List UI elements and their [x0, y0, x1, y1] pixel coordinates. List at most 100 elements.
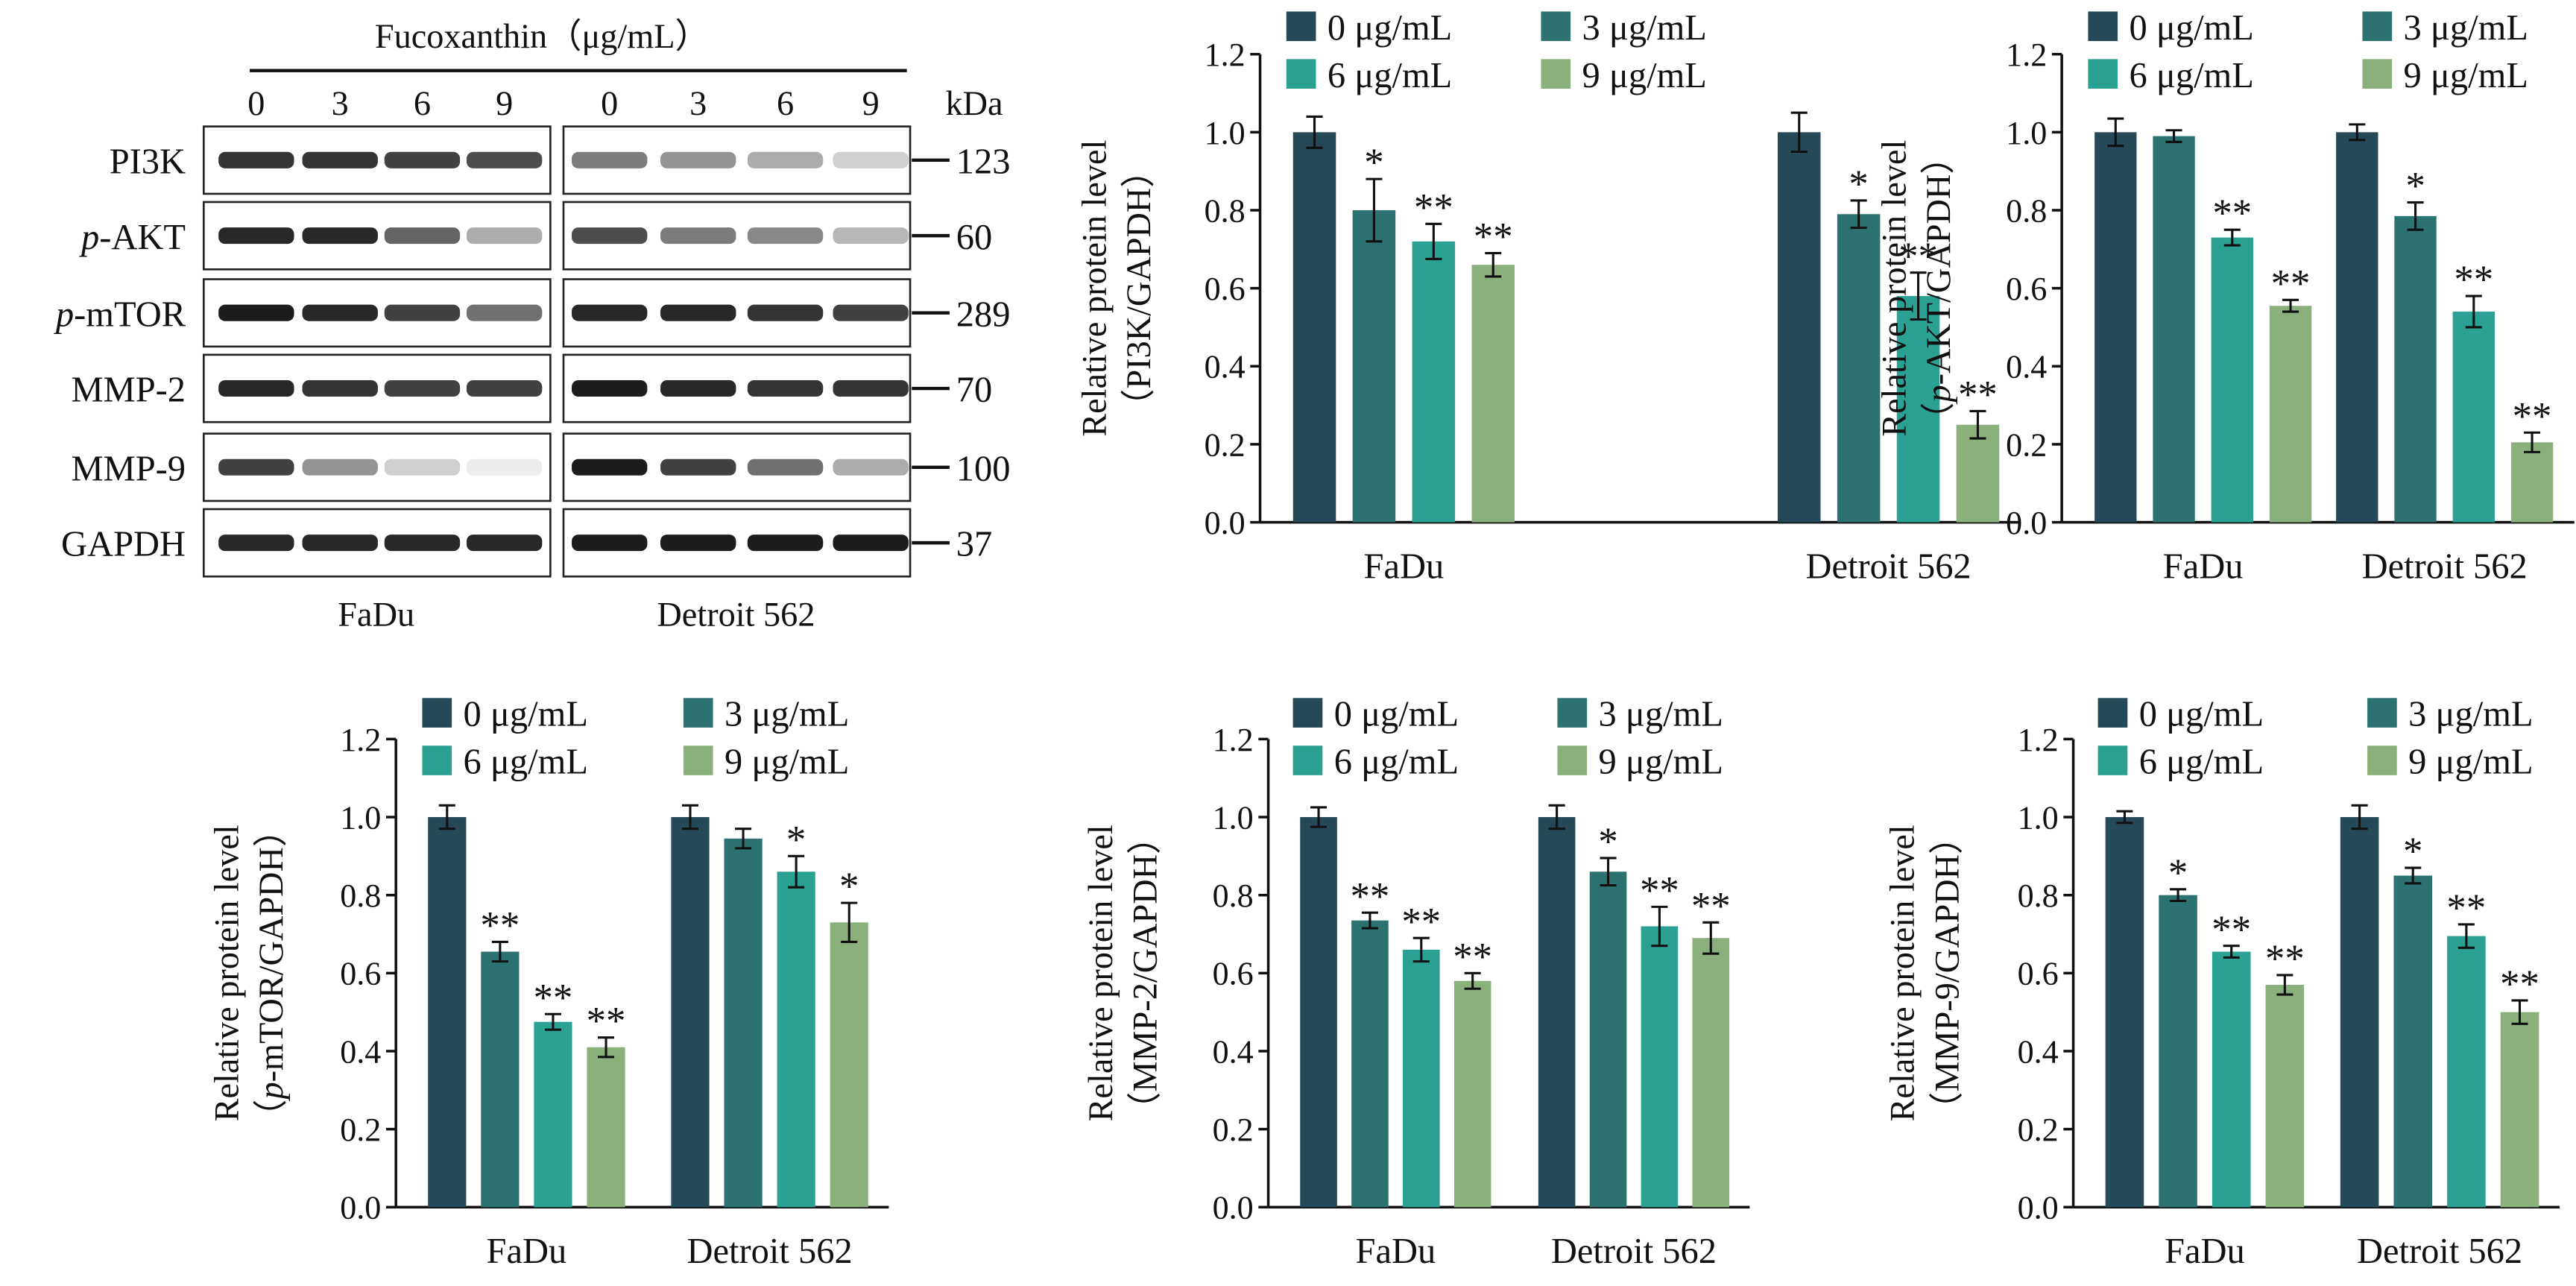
legend-label: 9 μg/mL	[1599, 743, 1723, 782]
bar	[1589, 871, 1627, 1208]
y-tick-label: 0.0	[2006, 505, 2047, 541]
protein-label-name: -mTOR	[74, 294, 186, 334]
significance-mark: **	[1453, 936, 1492, 979]
legend-label: 0 μg/mL	[2139, 695, 2264, 734]
kda-value: 37	[956, 525, 992, 564]
y-axis-title: Relative protein level	[1082, 825, 1120, 1121]
blot-band	[747, 380, 824, 397]
y-tick-label: 0.4	[340, 1033, 381, 1070]
legend-label: 0 μg/mL	[2129, 8, 2253, 48]
blot-band	[466, 304, 543, 321]
legend-label: 6 μg/mL	[1334, 743, 1459, 782]
significance-mark: **	[2513, 395, 2552, 438]
significance-mark: **	[534, 977, 573, 1020]
bar	[777, 871, 815, 1208]
y-tick-label: 1.0	[1213, 799, 1254, 836]
legend-label: 3 μg/mL	[1599, 695, 1723, 734]
paren-close: ）	[1920, 139, 1958, 174]
blot-band	[218, 380, 294, 397]
blot-band	[384, 304, 461, 321]
legend-label: 6 μg/mL	[464, 743, 588, 782]
significance-mark: **	[1350, 875, 1389, 918]
blot-band	[747, 458, 824, 476]
blot-band	[466, 458, 543, 476]
legend-swatch	[2362, 11, 2393, 42]
significance-mark: **	[1401, 901, 1441, 944]
paren-open: （	[1928, 1092, 1966, 1126]
blot-band	[302, 458, 378, 476]
significance-mark: *	[1598, 821, 1617, 864]
bar	[1292, 132, 1336, 523]
bar	[1896, 296, 1940, 523]
y-axis-subtitle-name: MMP-9/GAPDH	[1928, 854, 1966, 1092]
bar	[2340, 817, 2379, 1208]
y-tick-label: 0.2	[2018, 1112, 2059, 1148]
legend-label: 3 μg/mL	[2408, 695, 2533, 734]
y-tick-label: 0.6	[2006, 271, 2047, 307]
blot-band	[302, 535, 378, 552]
blot-band	[218, 304, 294, 321]
legend-swatch	[2097, 698, 2128, 728]
blot-band	[466, 380, 543, 397]
y-tick-label: 1.2	[1213, 722, 1254, 758]
protein-label-name: MMP-9	[71, 449, 186, 488]
y-tick-label: 1.0	[1205, 115, 1246, 151]
dose-label: 0	[601, 85, 618, 123]
y-tick-label: 0.8	[340, 877, 381, 914]
significance-mark: **	[1958, 373, 1998, 417]
significance-mark: **	[1640, 869, 1679, 913]
y-tick-label: 0.2	[340, 1112, 381, 1148]
blot-band	[660, 458, 736, 476]
y-tick-label: 0.8	[2006, 192, 2047, 229]
kda-value: 289	[956, 294, 1011, 334]
blot-band	[833, 535, 909, 552]
y-tick-label: 0.6	[1205, 271, 1246, 307]
bar	[1300, 817, 1337, 1208]
y-axis-subtitle: （PI3K/GAPDH）	[1120, 153, 1158, 423]
bar	[2336, 132, 2378, 523]
blot-band	[466, 151, 543, 168]
significance-mark: **	[2271, 262, 2311, 306]
bar	[671, 817, 710, 1208]
bar	[2153, 136, 2195, 523]
blot-band	[384, 458, 461, 476]
bar	[724, 838, 763, 1208]
y-tick-label: 1.2	[1205, 37, 1246, 73]
x-tick-label: Detroit 562	[2357, 1232, 2522, 1271]
legend-swatch	[422, 698, 452, 728]
significance-mark: **	[2446, 887, 2486, 930]
blot-band	[572, 458, 648, 476]
protein-label-name: MMP-2	[71, 371, 186, 410]
y-tick-label: 0.6	[2018, 956, 2059, 992]
blot-band	[384, 151, 461, 168]
y-tick-label: 0.0	[1205, 505, 1246, 541]
x-tick-label: FaDu	[2163, 546, 2244, 586]
blot-band	[660, 380, 736, 397]
bar	[2394, 215, 2437, 523]
significance-mark: **	[1414, 186, 1453, 230]
protein-label: p-mTOR	[54, 294, 186, 334]
legend-swatch	[422, 746, 452, 775]
legend-label: 0 μg/mL	[1328, 8, 1452, 48]
legend-swatch	[2367, 746, 2397, 775]
blot-band	[747, 535, 824, 552]
dose-label: 3	[689, 85, 707, 123]
significance-mark: **	[2265, 938, 2305, 981]
paren-open: （	[253, 1100, 291, 1134]
legend-swatch	[1286, 11, 1316, 42]
blot-band	[572, 151, 648, 168]
blot-band	[218, 458, 294, 476]
legend-swatch	[1557, 746, 1588, 775]
significance-mark: *	[2405, 165, 2425, 208]
blot-band	[660, 304, 736, 321]
legend-label: 9 μg/mL	[1582, 56, 1707, 95]
significance-mark: **	[1474, 215, 1513, 259]
y-axis-subtitle-name: -mTOR/GAPDH	[253, 847, 291, 1082]
bar	[1692, 938, 1730, 1208]
bar	[2105, 817, 2144, 1208]
bar	[2212, 951, 2251, 1208]
blot-band	[218, 535, 294, 552]
y-tick-label: 0.8	[1205, 192, 1246, 229]
significance-mark: *	[786, 819, 806, 862]
